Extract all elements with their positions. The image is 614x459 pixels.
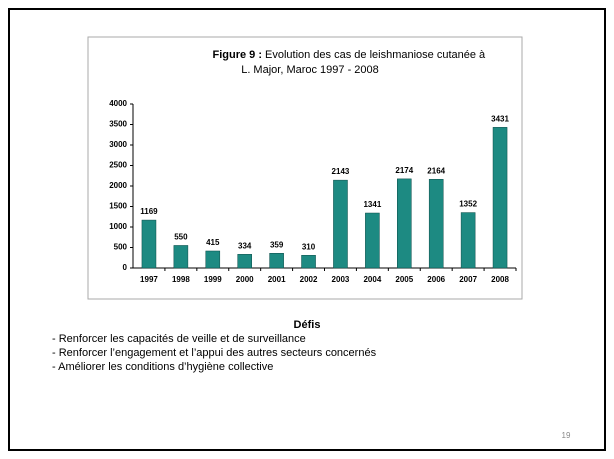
bar — [173, 245, 189, 269]
value-label: 1341 — [363, 200, 381, 209]
value-label: 334 — [238, 241, 252, 250]
bullet: - Améliorer les conditions d’hygiène col… — [52, 361, 273, 373]
x-tick-label: 1999 — [204, 275, 222, 284]
x-tick-label: 2005 — [395, 275, 413, 284]
y-tick-label: 3000 — [109, 140, 127, 149]
value-label: 1169 — [140, 207, 158, 216]
x-tick-label: 2000 — [236, 275, 254, 284]
value-label: 359 — [270, 240, 284, 249]
slide-heading: Défis — [294, 319, 321, 331]
value-label: 310 — [302, 242, 316, 251]
value-label: 3431 — [491, 114, 509, 123]
y-tick-label: 1000 — [109, 222, 127, 231]
bar — [428, 179, 444, 269]
value-label: 415 — [206, 238, 220, 247]
chart-title-prefix: Figure 9 : — [212, 49, 262, 61]
bar — [205, 250, 221, 269]
bullet: - Renforcer l’engagement et l’appui des … — [52, 347, 377, 359]
y-tick-label: 2500 — [109, 161, 127, 170]
y-tick-label: 3500 — [109, 120, 127, 129]
y-tick-label: 4000 — [109, 99, 127, 108]
x-tick-label: 2006 — [427, 275, 445, 284]
y-tick-label: 0 — [123, 263, 128, 272]
bar — [301, 255, 316, 269]
x-tick-label: 2008 — [491, 275, 509, 284]
bar — [460, 212, 476, 269]
bar — [269, 253, 284, 269]
chart-title: Evolution des cas de leishmaniose cutané… — [265, 49, 486, 61]
x-tick-label: 2007 — [459, 275, 477, 284]
y-tick-label: 1500 — [109, 202, 127, 211]
chart-subtitle: L. Major, Maroc 1997 - 2008 — [241, 64, 379, 76]
x-tick-label: 2002 — [300, 275, 318, 284]
x-tick-label: 1997 — [140, 275, 158, 284]
value-label: 2164 — [427, 166, 445, 175]
x-tick-label: 1998 — [172, 275, 190, 284]
value-label: 550 — [174, 233, 188, 242]
bar — [365, 212, 380, 269]
x-tick-label: 2003 — [332, 275, 350, 284]
bar — [141, 219, 157, 269]
y-tick-label: 500 — [114, 243, 128, 252]
bar — [333, 179, 348, 269]
page-number: 19 — [562, 431, 571, 440]
value-label: 1352 — [459, 200, 477, 209]
bar — [397, 178, 412, 269]
bullet: - Renforcer les capacités de veille et d… — [52, 333, 306, 345]
y-tick-label: 2000 — [109, 181, 127, 190]
value-label: 2174 — [395, 166, 413, 175]
value-label: 2143 — [332, 167, 350, 176]
x-tick-label: 2001 — [268, 275, 286, 284]
bar — [237, 254, 252, 269]
bar — [492, 127, 508, 269]
x-tick-label: 2004 — [363, 275, 381, 284]
